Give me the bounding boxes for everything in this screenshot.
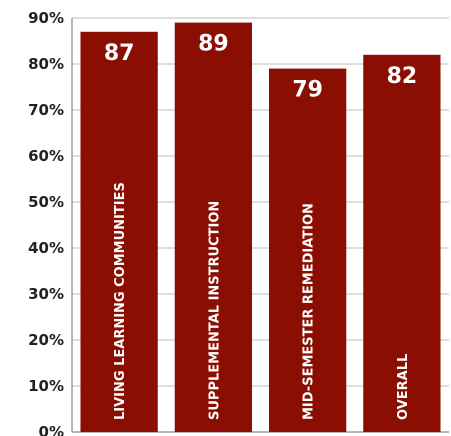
y-axis: 0% 10% 20% 30% 40% 50% 60% 70% 80% 90% — [28, 9, 449, 436]
category-label: MID-SEMESTER REMEDIATION — [302, 203, 317, 420]
category-label: LIVING LEARNING COMMUNITIES — [113, 182, 128, 420]
bar-value-label: 82 — [387, 64, 418, 89]
y-tick-label: 20% — [28, 331, 64, 349]
y-tick-label: 40% — [28, 239, 64, 257]
bar — [363, 54, 441, 433]
bar-value-label: 87 — [104, 41, 135, 66]
bar — [80, 31, 158, 433]
y-tick-label: 50% — [28, 193, 64, 211]
bar-value-label: 89 — [198, 32, 229, 57]
y-tick-label: 60% — [28, 147, 64, 165]
y-tick-label: 0% — [39, 423, 64, 436]
category-label: SUPPLEMENTAL INSTRUCTION — [207, 201, 222, 420]
y-tick-label: 70% — [28, 101, 64, 119]
y-tick-label: 30% — [28, 285, 64, 303]
bar — [174, 22, 253, 432]
bars — [80, 22, 441, 433]
bar — [268, 68, 347, 432]
y-tick-label: 90% — [28, 9, 64, 27]
labels: 87 LIVING LEARNING COMMUNITIES 89 SUPPLEMEN… — [104, 32, 417, 420]
y-tick-label: 80% — [28, 55, 64, 73]
category-label: OVERALL — [396, 354, 411, 420]
y-tick-label: 10% — [28, 377, 64, 395]
bar-value-label: 79 — [292, 78, 323, 103]
